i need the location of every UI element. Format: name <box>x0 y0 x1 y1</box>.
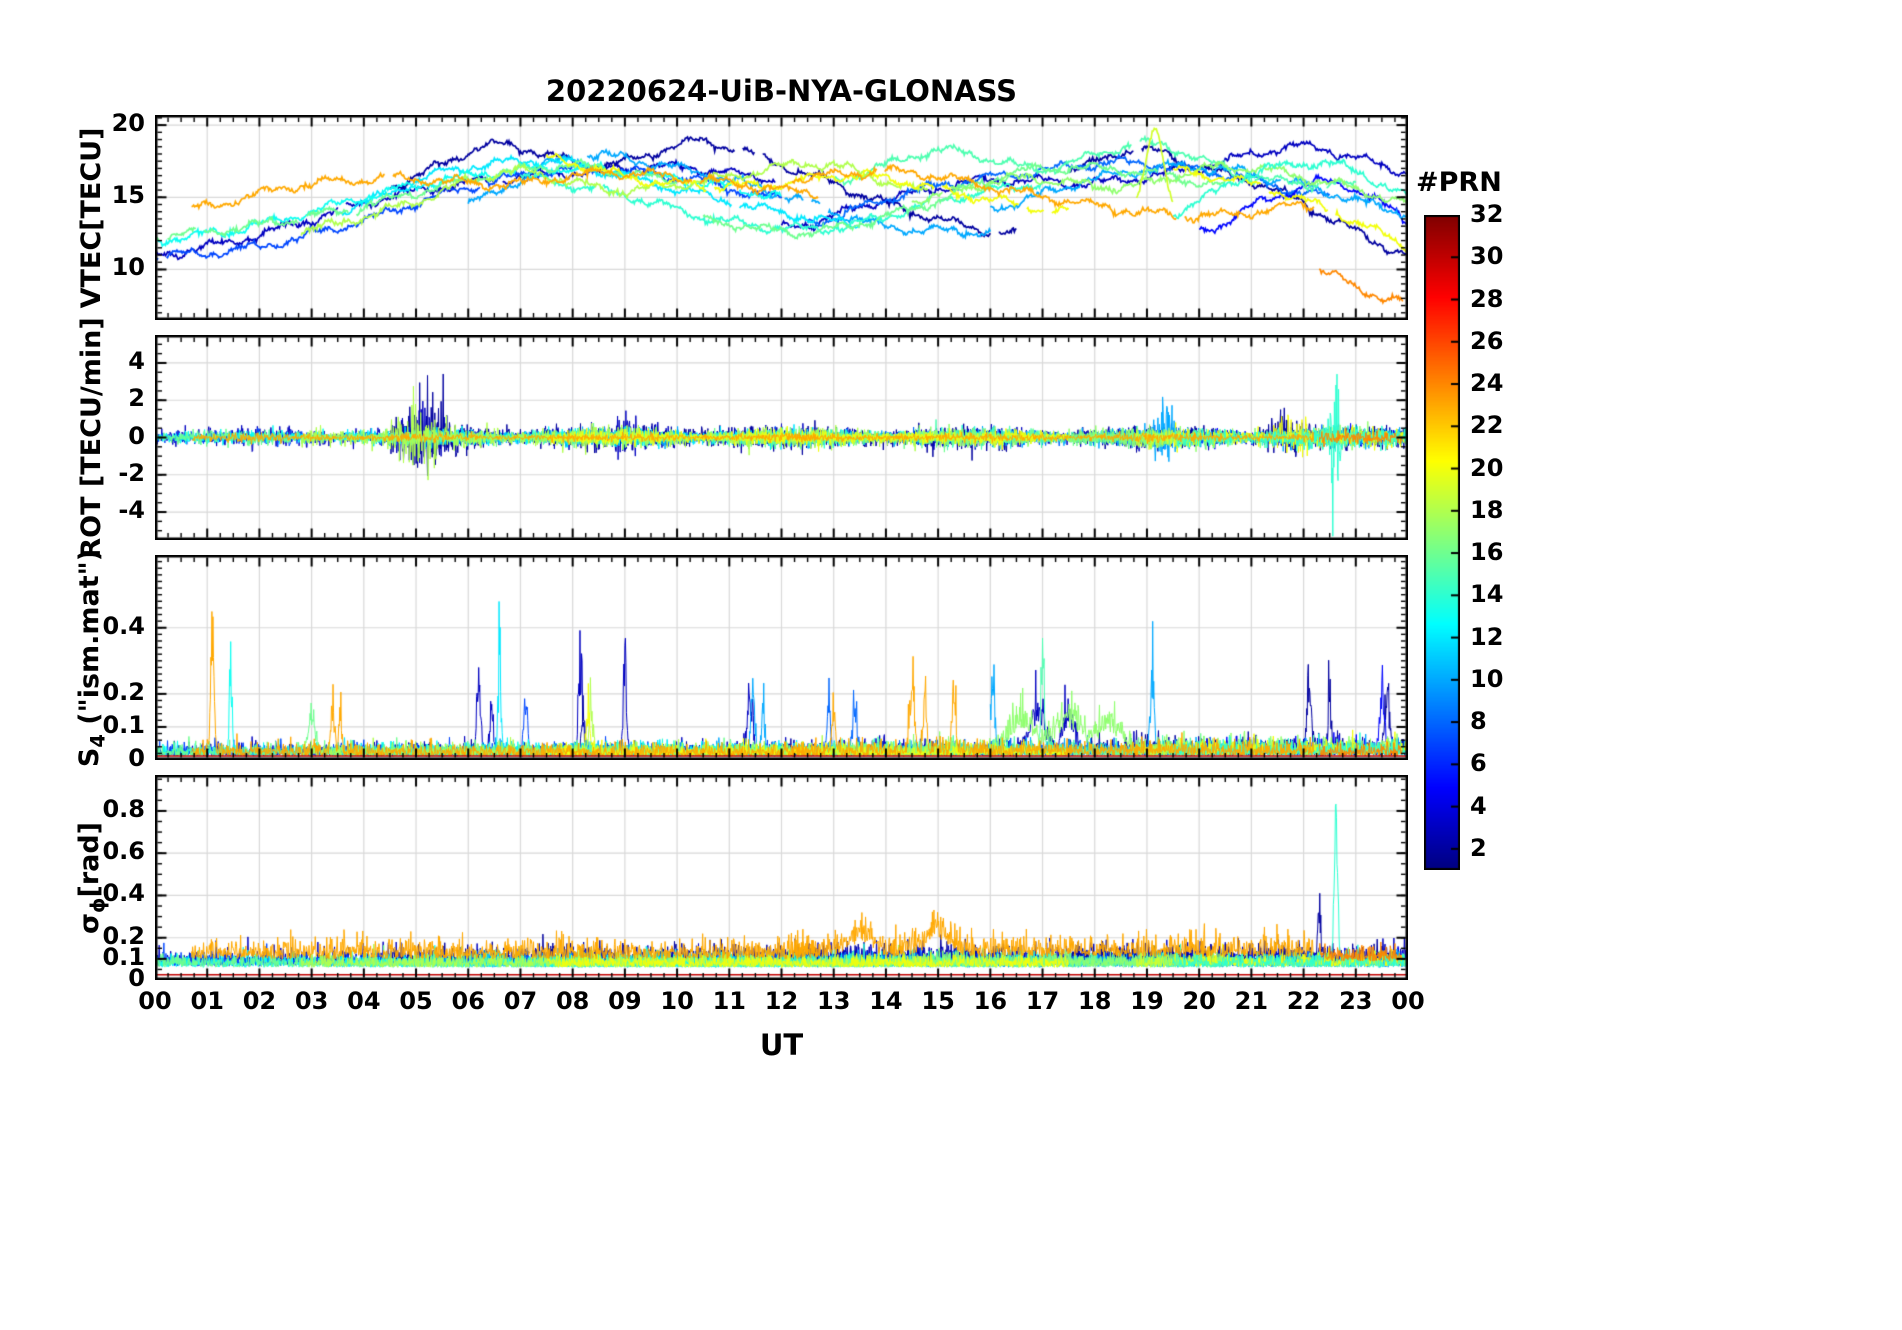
colorbar-title: #PRN <box>1416 167 1502 198</box>
x-axis-label: UT <box>759 1028 804 1062</box>
rot-panel-canvas <box>155 335 1408 540</box>
colorbar-tick-label: 30 <box>1470 242 1504 271</box>
sigma_phi-ytick-label: 0.1 <box>102 942 145 971</box>
x-tick-label: 02 <box>242 987 277 1015</box>
sigma_phi-ytick-label: 0 <box>128 964 145 992</box>
s4-axis-label: S4 ("ism.mat") <box>74 548 110 767</box>
colorbar-tick-label: 6 <box>1470 749 1487 778</box>
vtec-ytick-label: 15 <box>111 181 145 210</box>
x-tick-label: 03 <box>294 987 329 1015</box>
sigma_phi-ytick-label: 0.6 <box>102 837 145 866</box>
x-tick-label: 05 <box>399 987 433 1015</box>
sigma_phi-ytick-label: 0.4 <box>102 879 145 908</box>
rot-ytick-label: -2 <box>118 458 145 487</box>
vtec-ytick-label: 10 <box>111 253 145 282</box>
s4-ytick-label: 0 <box>128 744 145 772</box>
x-tick-label: 09 <box>608 987 642 1015</box>
x-tick-label: 01 <box>190 987 224 1015</box>
x-tick-label: 00 <box>1391 987 1425 1015</box>
colorbar-tick-label: 2 <box>1470 833 1487 862</box>
rot-axis-label: ROT [TECU/min] <box>76 316 108 559</box>
colorbar-tick-label: 10 <box>1470 664 1504 693</box>
sigma_phi-axis-label: σϕ[rad] <box>74 821 110 934</box>
colorbar-tick-label: 26 <box>1470 326 1504 355</box>
s4-axis-label-sub: 4 <box>86 733 110 748</box>
x-tick-label: 20 <box>1182 987 1216 1015</box>
prn-colorbar <box>1424 215 1460 870</box>
x-tick-label: 15 <box>921 987 955 1015</box>
s4-ytick-label: 0.1 <box>102 710 145 739</box>
sigma_phi-ytick-label: 0.2 <box>102 921 145 950</box>
x-tick-label: 14 <box>869 987 903 1015</box>
x-tick-label: 00 <box>138 987 172 1015</box>
x-tick-label: 13 <box>817 987 851 1015</box>
sigma_phi-panel-canvas <box>155 775 1408 980</box>
x-tick-label: 10 <box>660 987 694 1015</box>
colorbar-tick-label: 8 <box>1470 707 1487 736</box>
s4-ytick-label: 0.2 <box>102 677 145 706</box>
x-tick-label: 11 <box>712 987 746 1015</box>
x-tick-label: 07 <box>503 987 538 1015</box>
x-tick-label: 08 <box>555 987 590 1015</box>
x-tick-label: 23 <box>1339 987 1373 1015</box>
chart-title: 20220624-UiB-NYA-GLONASS <box>545 74 1018 108</box>
colorbar-tick-label: 22 <box>1470 411 1504 440</box>
colorbar-tick-label: 12 <box>1470 622 1504 651</box>
sigma_phi-ytick-label: 0.8 <box>102 794 145 823</box>
vtec-axis-label: VTEC[TECU] <box>76 127 108 308</box>
x-tick-label: 22 <box>1286 987 1321 1015</box>
x-tick-label: 19 <box>1130 987 1164 1015</box>
x-tick-label: 04 <box>347 987 381 1015</box>
x-tick-label: 17 <box>1025 987 1060 1015</box>
colorbar-tick-label: 24 <box>1470 369 1504 398</box>
x-tick-label: 12 <box>764 987 799 1015</box>
rot-ytick-label: 2 <box>128 384 145 413</box>
x-tick-label: 06 <box>451 987 485 1015</box>
s4-panel-canvas <box>155 555 1408 760</box>
rot-ytick-label: 0 <box>128 421 145 450</box>
x-tick-label: 21 <box>1234 987 1269 1015</box>
colorbar-tick-label: 4 <box>1470 791 1487 820</box>
s4-ytick-label: 0.4 <box>102 611 145 640</box>
colorbar-tick-label: 28 <box>1470 284 1504 313</box>
rot-ytick-label: 4 <box>128 346 145 375</box>
colorbar-tick-label: 14 <box>1470 580 1504 609</box>
colorbar-tick-label: 20 <box>1470 453 1504 482</box>
colorbar-tick-label: 32 <box>1470 200 1504 228</box>
sigma_phi-axis-label-sub: ϕ <box>86 897 110 913</box>
x-tick-label: 16 <box>973 987 1008 1015</box>
rot-ytick-label: -4 <box>118 496 145 525</box>
x-tick-label: 18 <box>1078 987 1112 1015</box>
colorbar-tick-label: 18 <box>1470 495 1504 524</box>
vtec-panel-canvas <box>155 115 1408 320</box>
colorbar-tick-label: 16 <box>1470 538 1504 567</box>
vtec-ytick-label: 20 <box>111 109 145 138</box>
